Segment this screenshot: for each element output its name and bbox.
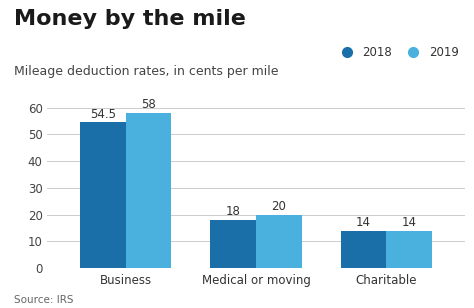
Bar [80,123,126,268]
Text: 18: 18 [226,205,241,218]
Text: Money by the mile: Money by the mile [14,9,246,29]
Text: Mileage deduction rates, in cents per mile: Mileage deduction rates, in cents per mi… [14,65,279,78]
Text: 14: 14 [401,216,417,229]
Text: 54.5: 54.5 [90,107,116,121]
Text: Source: IRS: Source: IRS [14,295,74,305]
Text: 58: 58 [141,98,156,111]
Bar [386,231,432,268]
Legend: 2018, 2019: 2018, 2019 [335,47,459,59]
Bar [256,215,301,268]
Bar [126,113,171,268]
Bar [341,231,386,268]
Bar [210,220,256,268]
Text: 20: 20 [271,200,286,213]
Text: 14: 14 [356,216,371,229]
